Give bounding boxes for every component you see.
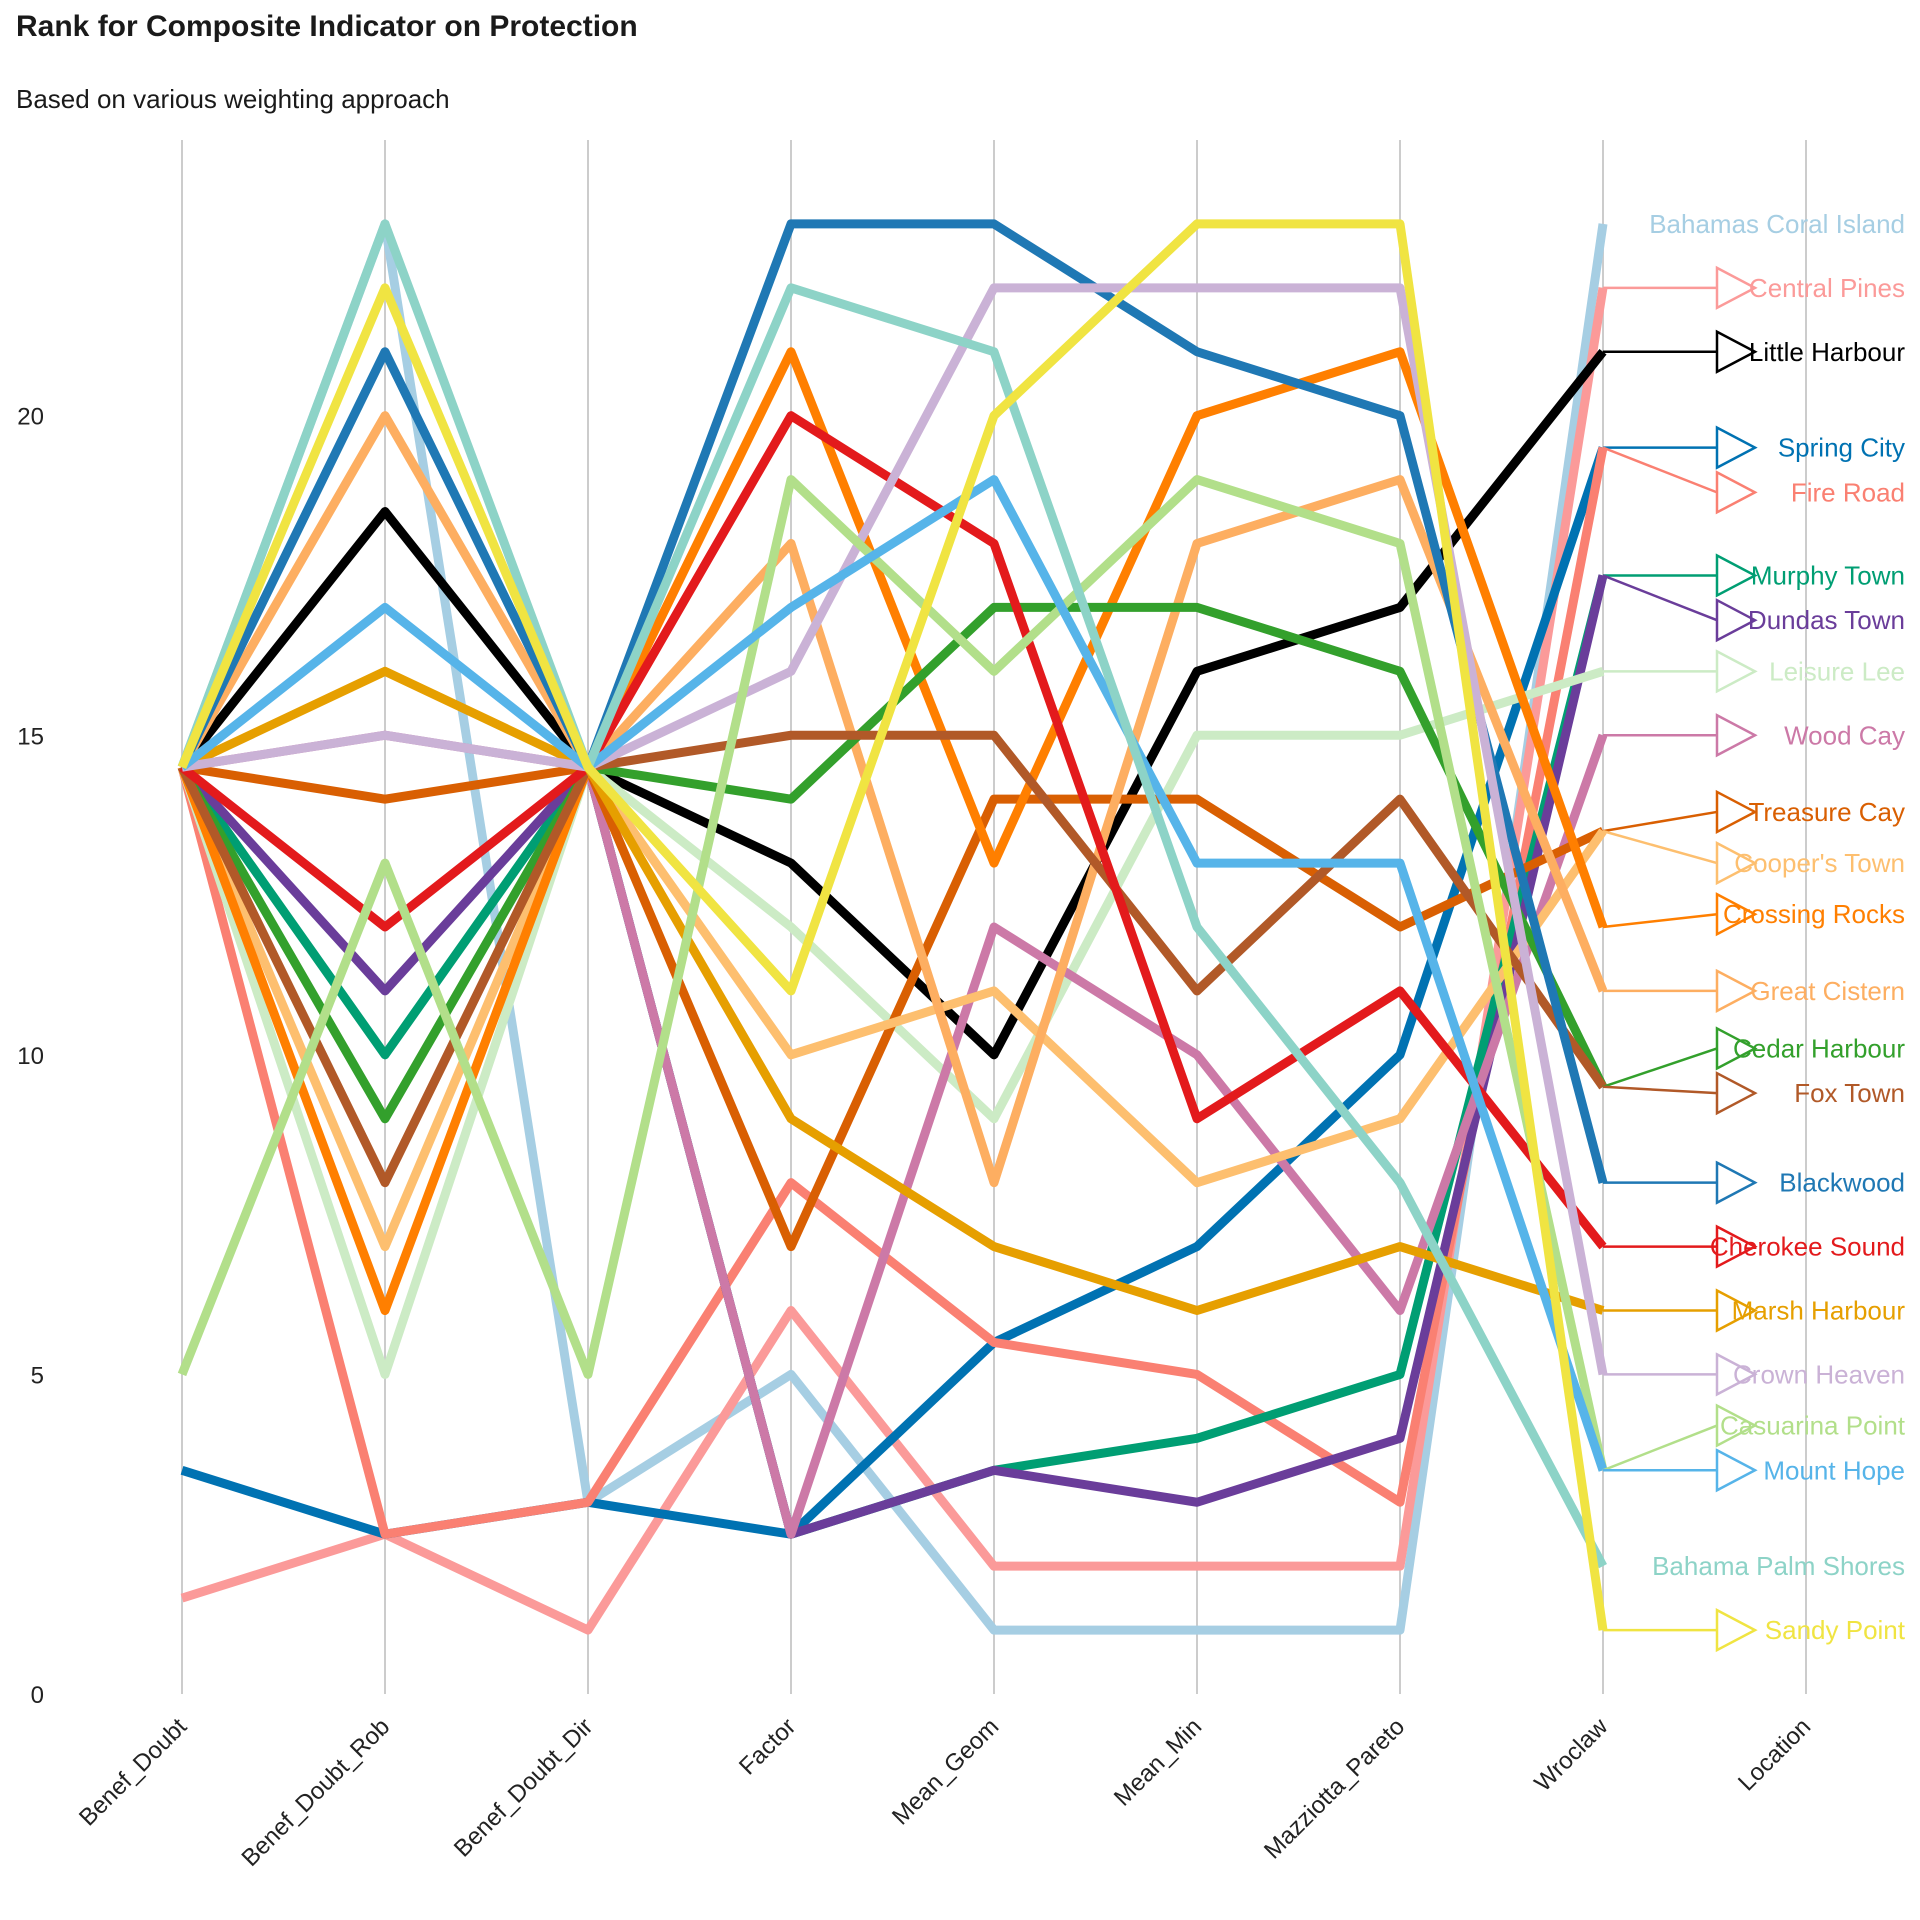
series-line-casuarina-point [177, 475, 1608, 1472]
label-arrow-icon [1715, 598, 1758, 643]
series-line-murphy-town [178, 574, 1608, 1539]
label-leader-line [1602, 829, 1718, 865]
series-label-little-harbour: Little Harbour [1749, 337, 1905, 367]
label-arrow-icon [1715, 265, 1758, 310]
series-label-central-pines: Central Pines [1749, 273, 1905, 303]
chart-title: Rank for Composite Indicator on Protecti… [16, 10, 638, 43]
series-labels: Bahamas Coral Island Central Pines Little … [1602, 209, 1906, 1653]
series-line-blackwood [177, 219, 1608, 1184]
label-leader-line [1602, 912, 1718, 929]
series-label-cedar-harbour: Cedar Harbour [1733, 1033, 1905, 1063]
series-line-mount-hope [179, 475, 1608, 1472]
label-arrow-icon [1715, 713, 1758, 758]
series-label-crossing-rocks: Crossing Rocks [1723, 899, 1905, 929]
series-label-bahamas-coral-island: Bahamas Coral Island [1649, 209, 1905, 239]
x-tick-label: Benef_Doubt_Dir [449, 1713, 598, 1862]
series-label-treasure-cay: Treasure Cay [1748, 797, 1905, 827]
x-tick-label: Benef_Doubt_Rob [237, 1713, 396, 1872]
x-axis: Benef_Doubt Benef_Doubt_Rob Benef_Doubt_Di… [74, 1713, 1816, 1872]
label-arrow-icon [1715, 649, 1758, 694]
series-line-crown-heaven [181, 283, 1608, 1376]
y-tick-label: 20 [17, 404, 44, 431]
series-lines [177, 219, 1608, 1635]
series-line-great-cistern [178, 411, 1608, 1188]
label-arrow-icon [1715, 1160, 1758, 1205]
label-arrow-icon [1715, 470, 1758, 515]
y-tick-label: 15 [17, 723, 44, 750]
series-label-casuarina-point: Casuarina Point [1720, 1411, 1906, 1441]
series-label-wood-cay: Wood Cay [1784, 720, 1905, 750]
y-axis: 0 5 10 15 20 [17, 404, 44, 1709]
y-tick-label: 5 [31, 1362, 44, 1389]
label-leader-line [1602, 1424, 1718, 1472]
series-line-dundas-town [178, 574, 1608, 1539]
label-arrow-icon [1715, 425, 1758, 470]
series-label-mount-hope: Mount Hope [1763, 1455, 1905, 1485]
x-tick-label: Benef_Doubt [74, 1713, 192, 1831]
series-label-leisure-lee: Leisure Lee [1769, 656, 1905, 686]
label-leader-line [1602, 810, 1718, 833]
series-line-fox-town [177, 730, 1607, 1188]
series-label-dundas-town: Dundas Town [1748, 605, 1905, 635]
series-label-great-cistern: Great Cistern [1750, 976, 1905, 1006]
x-tick-label: Mean_Min [1109, 1713, 1207, 1811]
label-leader-line [1602, 1047, 1718, 1088]
series-label-fox-town: Fox Town [1794, 1078, 1905, 1108]
series-label-sandy-point: Sandy Point [1765, 1615, 1906, 1645]
series-line-crossing-rocks [177, 347, 1608, 1315]
label-arrow-icon [1715, 1288, 1758, 1333]
x-tick-label: Mean_Geom [887, 1713, 1004, 1830]
label-leader-line [1602, 574, 1718, 622]
series-label-murphy-town: Murphy Town [1751, 560, 1905, 590]
series-label-spring-city: Spring City [1778, 433, 1905, 463]
label-arrow-icon [1715, 841, 1758, 886]
series-line-sandy-point [177, 219, 1608, 1631]
series-label-cherokee-sound: Cherokee Sound [1710, 1232, 1905, 1262]
label-arrow-icon [1715, 1352, 1758, 1397]
chart-subtitle: Based on various weighting approach [16, 84, 450, 114]
x-tick-label: Location [1733, 1713, 1816, 1796]
series-label-blackwood: Blackwood [1779, 1168, 1905, 1198]
label-arrow-icon [1715, 553, 1758, 598]
y-tick-label: 0 [31, 1682, 44, 1709]
label-arrow-icon [1715, 1403, 1758, 1448]
x-tick-label: Factor [734, 1713, 801, 1780]
label-arrow-icon [1715, 1608, 1758, 1653]
label-arrow-icon [1715, 329, 1758, 374]
series-label-fire-road: Fire Road [1791, 477, 1905, 507]
label-arrow-icon [1715, 1224, 1758, 1269]
label-arrow-icon [1715, 1026, 1758, 1071]
series-line-cooper-s-town [177, 762, 1607, 1252]
x-tick-label: Wroclaw [1529, 1713, 1613, 1797]
series-line-fire-road [177, 446, 1608, 1539]
label-leader-line [1602, 1085, 1718, 1095]
label-arrow-icon [1715, 789, 1758, 835]
label-leader-line [1602, 446, 1718, 494]
x-tick-label: Mazziotta_Pareto [1259, 1713, 1410, 1864]
y-tick-label: 10 [17, 1043, 44, 1070]
series-label-bahama-palm-shores: Bahama Palm Shores [1652, 1551, 1905, 1581]
series-line-bahama-palm-shores [177, 219, 1607, 1569]
series-label-crown-heaven: Crown Heaven [1733, 1359, 1905, 1389]
label-arrow-icon [1715, 892, 1758, 937]
label-arrow-icon [1715, 1071, 1758, 1116]
label-arrow-icon [1715, 1448, 1758, 1493]
series-line-marsh-harbour [180, 666, 1605, 1315]
series-label-cooper-s-town: Cooper's Town [1734, 848, 1905, 878]
series-label-marsh-harbour: Marsh Harbour [1732, 1296, 1906, 1326]
series-line-little-harbour [178, 348, 1607, 1060]
label-arrow-icon [1715, 968, 1758, 1013]
